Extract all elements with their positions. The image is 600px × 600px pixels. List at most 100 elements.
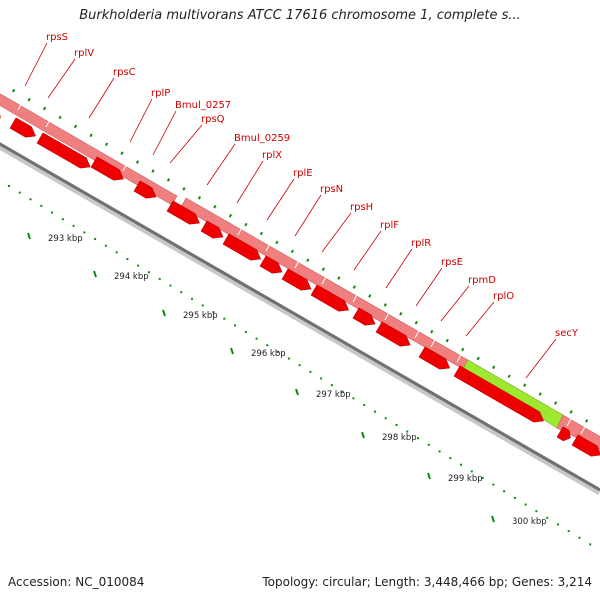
leader-line <box>266 178 295 221</box>
cds-arrow[interactable] <box>36 132 93 172</box>
cds-arrow[interactable] <box>281 268 314 294</box>
gene-label[interactable]: rpsH <box>350 202 373 213</box>
ruler-tick <box>212 311 215 314</box>
leader-line <box>47 58 76 99</box>
cds-arrows <box>0 106 600 460</box>
band-divider <box>384 308 392 321</box>
cds-arrow[interactable] <box>375 321 413 350</box>
ruler-tick <box>11 88 16 93</box>
gene-label[interactable]: Bmul_0257 <box>175 100 231 111</box>
band-divider <box>321 272 329 285</box>
label-leaders <box>24 42 557 379</box>
gene-labels: rpsS rplV rpsC rplP Bmul_0257 rpsQ Bmul_0259rp… <box>46 32 579 339</box>
gene-label[interactable]: rpsS <box>46 32 68 43</box>
ruler-tick <box>352 285 356 289</box>
cds-arrow[interactable] <box>9 117 39 141</box>
gene-label[interactable]: rplR <box>411 238 431 249</box>
ruler-tick <box>201 304 204 307</box>
ruler-tick <box>42 106 47 111</box>
ruler-tick <box>255 337 258 340</box>
ruler-tick <box>228 213 233 218</box>
leader-line <box>206 143 236 186</box>
cds-arrow[interactable] <box>418 346 453 373</box>
ruler-label: 297 kbp <box>316 390 351 400</box>
cds-arrow[interactable] <box>222 233 264 264</box>
gene-label[interactable]: rplV <box>74 48 94 59</box>
cds-arrow[interactable] <box>556 426 573 443</box>
accession-text: Accession: NC_010084 <box>8 575 145 589</box>
ruler-tick <box>470 470 473 473</box>
gene-label[interactable]: rplX <box>262 150 282 161</box>
ruler-tick <box>61 218 64 221</box>
ruler-tick <box>94 238 97 241</box>
ruler-major-tick <box>230 347 234 355</box>
gene-label[interactable]: rplF <box>380 220 399 231</box>
ruler-tick <box>8 185 10 187</box>
ruler-tick <box>399 312 403 316</box>
cds-arrow[interactable] <box>352 307 378 329</box>
ruler-tick <box>135 160 140 164</box>
ruler-tick <box>104 244 107 247</box>
gene-label[interactable]: Bmul_0259 <box>234 133 290 144</box>
ruler-tick <box>438 450 441 453</box>
leader-line <box>321 212 352 253</box>
ruler-tick <box>513 496 516 499</box>
cds-arrow[interactable] <box>0 106 3 123</box>
ruler-tick <box>352 397 355 400</box>
ruler-tick <box>120 151 124 155</box>
ruler-tick <box>180 291 183 294</box>
ruler-label: 296 kbp <box>251 349 286 359</box>
ruler-tick <box>492 483 495 486</box>
cds-arrow[interactable] <box>133 180 159 202</box>
gene-label[interactable]: rpmD <box>468 275 496 286</box>
ruler-tick <box>414 320 418 325</box>
cds-arrow[interactable] <box>453 365 547 426</box>
band-dividers <box>17 98 588 435</box>
ruler-label: 299 kbp <box>448 474 483 484</box>
gene-label[interactable]: rplO <box>493 291 514 302</box>
ruler-tick <box>384 417 387 420</box>
ruler-tick <box>298 364 301 367</box>
ruler-tick <box>244 331 247 333</box>
topology-info-text: Topology: circular; Length: 3,448,466 bp… <box>262 575 592 589</box>
ruler-tick <box>151 169 155 173</box>
cds-arrow[interactable] <box>90 156 126 184</box>
gene-band-segment[interactable] <box>180 197 469 370</box>
band-divider <box>456 350 464 363</box>
ruler-tick <box>368 294 372 298</box>
ruler-tick <box>182 187 186 191</box>
gene-label[interactable]: rplE <box>293 168 313 179</box>
ruler-tick <box>309 370 312 373</box>
ruler-tick <box>363 404 366 406</box>
ruler-major-tick <box>162 309 166 317</box>
ruler-tick <box>430 329 434 334</box>
ruler-tick <box>546 516 549 519</box>
cds-arrow[interactable] <box>166 200 202 228</box>
ruler-label: 294 kbp <box>114 272 149 282</box>
ruler-tick <box>523 383 527 387</box>
band-divider <box>237 223 245 236</box>
gene-label[interactable]: rpsC <box>113 67 136 78</box>
cds-arrow[interactable] <box>200 220 226 242</box>
ruler-tick <box>460 463 463 466</box>
ruler-tick <box>259 231 264 236</box>
leader-line <box>465 301 495 337</box>
gene-label[interactable]: rpsE <box>441 257 463 268</box>
leader-line <box>88 77 115 119</box>
ruler-tick <box>585 419 589 423</box>
gene-label[interactable]: rpsN <box>320 184 343 195</box>
band-divider <box>122 159 130 172</box>
ruler-tick <box>277 350 280 353</box>
gene-label[interactable]: secY <box>555 328 579 339</box>
cds-arrow[interactable] <box>259 255 285 277</box>
gene-label[interactable]: rpsQ <box>201 114 225 125</box>
ruler-tick <box>275 240 279 245</box>
ruler-tick <box>89 133 93 138</box>
band-divider <box>430 335 438 348</box>
cds-arrow[interactable] <box>571 434 600 460</box>
cds-arrow[interactable] <box>310 284 352 315</box>
ruler-tick <box>341 390 344 393</box>
ruler-tick <box>27 97 31 102</box>
ruler-tick <box>290 249 294 254</box>
gene-label[interactable]: rplP <box>151 88 170 99</box>
